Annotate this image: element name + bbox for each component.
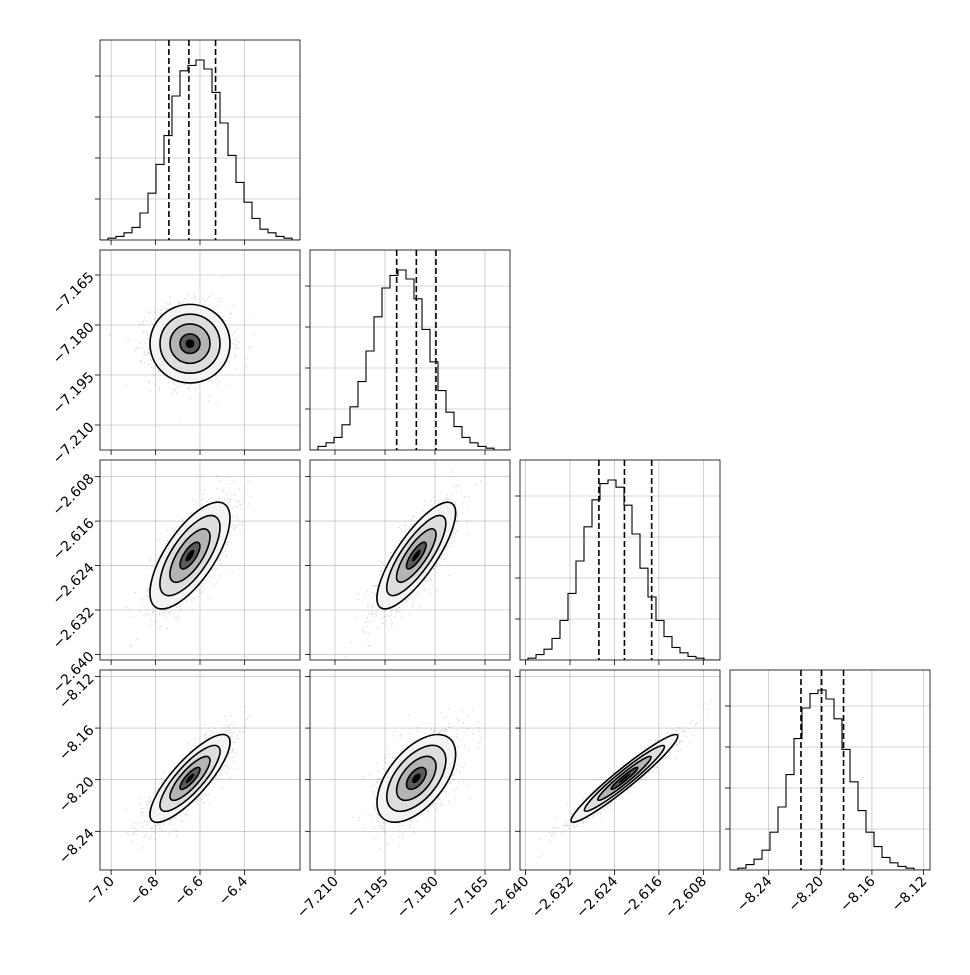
panel-frame — [309, 459, 511, 661]
scatter-panel-2-1 — [305, 459, 511, 665]
scatter-panel-3-1 — [305, 669, 511, 875]
x-tick-label: −7.180 — [394, 874, 442, 922]
density-contour — [179, 541, 201, 570]
x-tick-label: −8.24 — [734, 873, 776, 915]
panel-content — [345, 471, 482, 658]
density-contour — [159, 313, 221, 374]
histogram-step — [310, 269, 510, 450]
density-contour — [149, 501, 231, 610]
x-tick-label: −6.4 — [216, 873, 251, 908]
x-tick-label: −2.640 — [484, 874, 532, 922]
hist-panel-2 — [515, 459, 721, 665]
y-tick-label: −7.195 — [50, 369, 98, 417]
panel-frame — [729, 669, 931, 871]
y-tick-label: −2.624 — [50, 560, 98, 608]
density-contour — [169, 528, 211, 584]
panel-content — [109, 276, 256, 428]
x-tick-label: −6.8 — [127, 874, 162, 909]
density-contour — [395, 528, 437, 584]
x-tick-label: −7.0 — [83, 874, 118, 909]
density-contour — [583, 744, 666, 813]
density-contour — [149, 733, 231, 824]
histogram-step — [100, 59, 300, 240]
density-contour — [405, 766, 427, 791]
density-contour — [395, 755, 437, 802]
histogram-step — [730, 689, 930, 870]
density-fill — [185, 549, 195, 562]
y-tick-label: −7.180 — [50, 319, 98, 367]
panel-content — [310, 250, 510, 450]
density-fill — [411, 549, 421, 562]
density-fill — [412, 773, 421, 784]
x-tick-label: −2.632 — [529, 874, 577, 922]
y-tick-label: −7.210 — [50, 419, 98, 467]
density-contour — [570, 733, 679, 824]
x-tick-label: −7.165 — [444, 874, 492, 922]
panel-content — [100, 40, 300, 240]
hist-panel-3 — [725, 669, 931, 875]
density-contour — [179, 766, 201, 791]
density-contour — [610, 766, 639, 791]
panel-frame — [519, 669, 721, 871]
scatter-panel-2-0 — [95, 459, 301, 665]
density-fill — [185, 773, 195, 784]
x-tick-label: −2.608 — [662, 873, 710, 921]
panel-content — [125, 475, 252, 648]
panel-content — [520, 460, 720, 660]
density-contour — [386, 744, 447, 813]
histogram-step — [520, 479, 720, 660]
panel-content — [352, 708, 483, 850]
y-tick-label: −2.616 — [50, 515, 98, 563]
panel-content — [730, 670, 930, 870]
x-tick-label: −2.624 — [573, 873, 621, 921]
density-contour — [405, 541, 427, 570]
x-tick-label: −8.20 — [785, 873, 827, 915]
density-contour — [159, 514, 221, 597]
panel-frame — [519, 459, 721, 661]
x-tick-label: −6.6 — [171, 873, 206, 908]
hist-panel-0 — [95, 39, 301, 245]
panel-frame — [309, 249, 511, 451]
density-contour — [385, 514, 447, 597]
y-tick-label: −7.165 — [50, 269, 98, 317]
scatter-panel-3-0 — [95, 669, 301, 875]
y-tick-label: −2.632 — [50, 604, 98, 652]
density-fill — [618, 773, 631, 784]
density-contour — [149, 303, 231, 384]
density-fill — [185, 339, 195, 348]
y-tick-label: −2.608 — [50, 471, 98, 519]
panel-content — [538, 700, 712, 858]
density-contour — [376, 501, 457, 610]
y-tick-label: −8.24 — [56, 826, 98, 868]
x-tick-label: −7.210 — [294, 874, 342, 922]
x-tick-label: −8.16 — [837, 873, 879, 915]
scatter-panel-3-2 — [515, 669, 721, 875]
x-tick-label: −8.12 — [889, 873, 931, 915]
scatter-panel-1-0 — [95, 249, 301, 455]
y-tick-label: −8.20 — [56, 774, 98, 816]
density-contour — [376, 733, 457, 824]
panel-frame — [309, 669, 511, 871]
x-tick-label: −7.195 — [344, 874, 392, 922]
density-contour — [169, 323, 211, 365]
density-contour — [169, 755, 211, 802]
density-contour — [596, 755, 652, 802]
density-contour — [179, 333, 201, 355]
x-tick-label: −2.616 — [618, 873, 666, 921]
y-tick-label: −8.16 — [56, 722, 98, 764]
hist-panel-1 — [305, 249, 511, 455]
panel-content — [125, 706, 251, 849]
density-contour — [159, 744, 221, 813]
